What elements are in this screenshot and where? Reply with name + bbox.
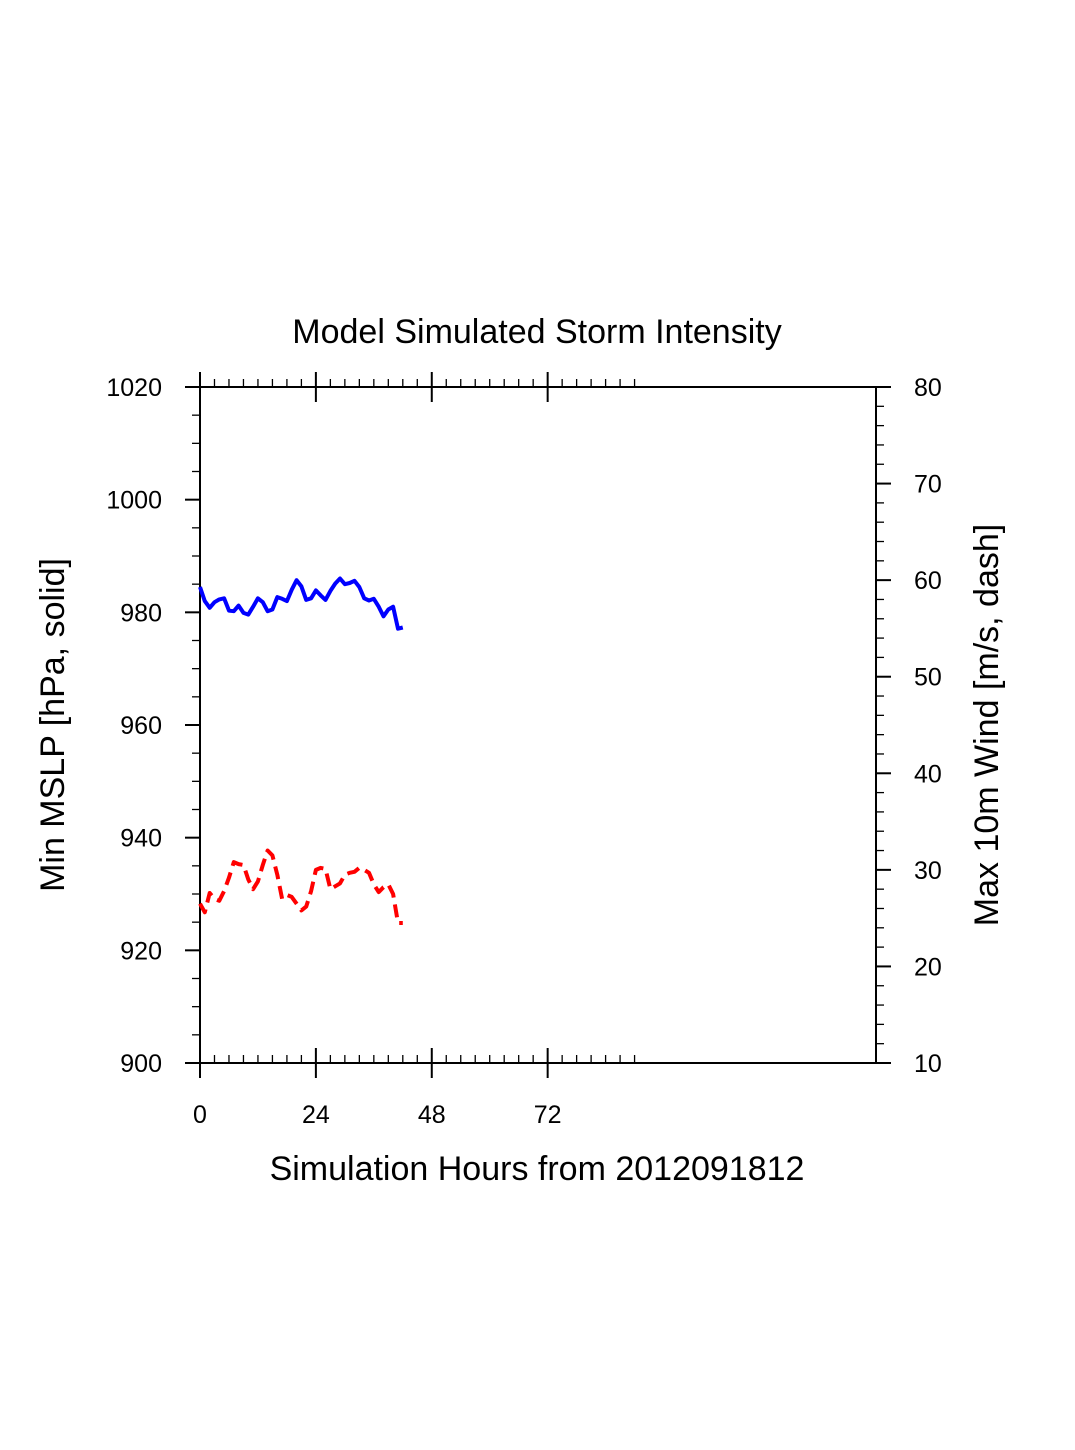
x-tick-label: 24 <box>302 1101 330 1129</box>
right-y-tick-label: 70 <box>914 471 942 499</box>
right-y-axis-title: Max 10m Wind [m/s, dash] <box>968 524 1006 926</box>
right-y-tick-label: 50 <box>914 664 942 692</box>
x-tick-label: 48 <box>418 1101 446 1129</box>
right-y-tick-label: 10 <box>914 1050 942 1078</box>
right-y-tick-label: 60 <box>914 567 942 595</box>
left-y-tick-label: 1020 <box>106 374 162 402</box>
data-series <box>198 576 404 925</box>
left-y-axis-title: Min MSLP [hPa, solid] <box>34 558 72 892</box>
right-y-tick-label: 30 <box>914 857 942 885</box>
right-y-tick-label: 80 <box>914 374 942 402</box>
axis-tick-labels: 0 24 48 72900920940960980100010201020304050… <box>106 374 941 1129</box>
x-tick-label: 0 <box>193 1101 207 1129</box>
x-tick-label: 72 <box>534 1101 562 1129</box>
left-y-tick-label: 1000 <box>106 487 162 515</box>
left-y-tick-label: 900 <box>120 1050 162 1078</box>
left-y-tick-label: 960 <box>120 712 162 740</box>
left-y-tick-label: 980 <box>120 599 162 627</box>
left-y-tick-label: 920 <box>120 937 162 965</box>
plot-frame <box>199 386 877 1064</box>
wind-series-line <box>198 848 403 925</box>
chart-title: Model Simulated Storm Intensity <box>292 313 781 351</box>
mslp-series-line <box>198 576 404 631</box>
axis-ticks <box>185 372 891 1078</box>
x-axis-title: Simulation Hours from 2012091812 <box>270 1150 805 1188</box>
right-y-tick-label: 20 <box>914 953 942 981</box>
left-y-tick-label: 940 <box>120 825 162 853</box>
right-y-tick-label: 40 <box>914 760 942 788</box>
